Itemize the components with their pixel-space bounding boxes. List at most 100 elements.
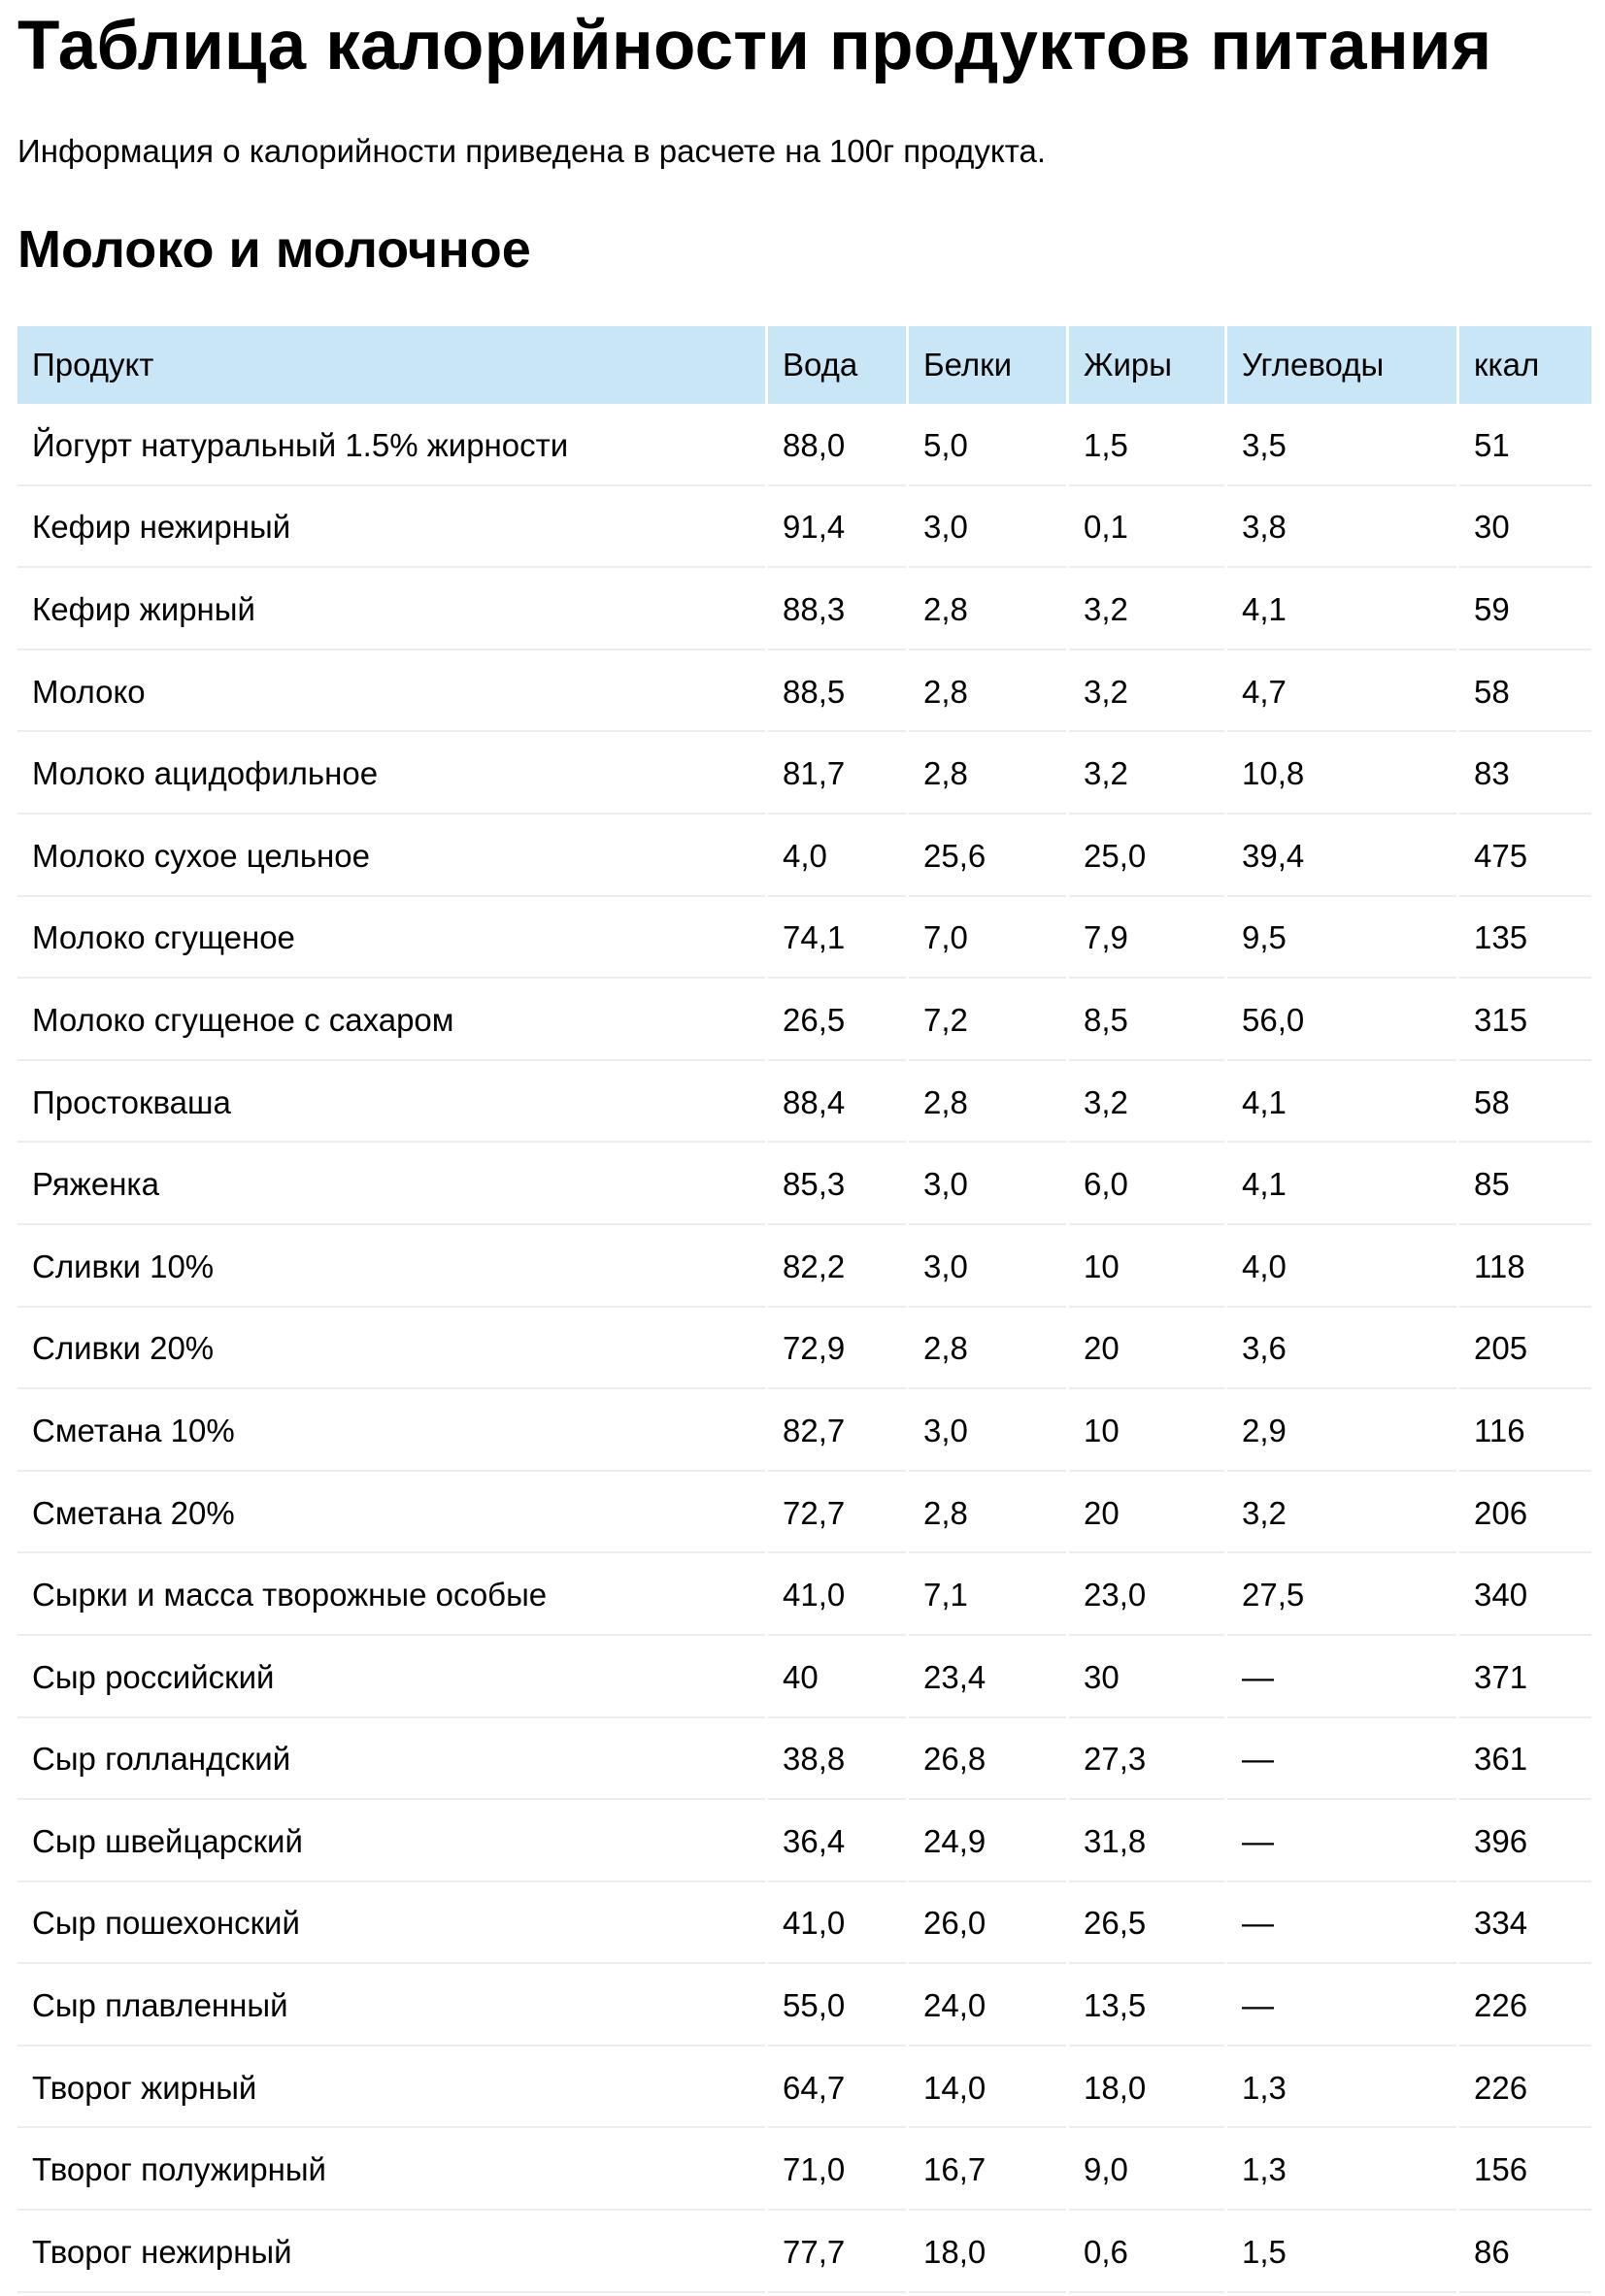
- cell-product: Творог жирный: [17, 2048, 765, 2129]
- cell-kcal: 334: [1459, 1884, 1591, 1965]
- cell-kcal: 361: [1459, 1720, 1591, 1801]
- cell-product: Творог полужирный: [17, 2131, 765, 2212]
- cell-protein: 7,0: [909, 899, 1066, 980]
- cell-fat: 27,3: [1069, 1720, 1224, 1801]
- cell-water: 82,7: [768, 1392, 906, 1472]
- table-row: Йогурт натуральный 1.5% жирности 88,0 5,0 1…: [17, 407, 1591, 486]
- cell-protein: 16,7: [909, 2131, 1066, 2212]
- cell-product: Молоко сгущеное: [17, 899, 765, 980]
- cell-fat: 26,5: [1069, 1884, 1224, 1965]
- cell-protein: 2,8: [909, 571, 1066, 650]
- cell-product: Кефир нежирный: [17, 488, 765, 569]
- cell-kcal: 396: [1459, 1803, 1591, 1882]
- cell-water: 88,5: [768, 652, 906, 733]
- cell-fat: 3,2: [1069, 652, 1224, 733]
- intro-text: Информация о калорийности приведена в ра…: [17, 133, 1046, 169]
- cell-fat: 13,5: [1069, 1967, 1224, 2046]
- cell-product: Простокваша: [17, 1063, 765, 1144]
- cell-product: Сливки 10%: [17, 1227, 765, 1308]
- cell-carbs: —: [1227, 1720, 1456, 1801]
- cell-product: Сметана 20%: [17, 1474, 765, 1554]
- cell-carbs: —: [1227, 1803, 1456, 1882]
- cell-water: 72,9: [768, 1310, 906, 1390]
- cell-carbs: 4,1: [1227, 1146, 1456, 1225]
- cell-protein: 3,0: [909, 1227, 1066, 1308]
- cell-water: 64,7: [768, 2048, 906, 2129]
- table-row: Молоко сухое цельное 4,0 25,6 25,0 39,4 475: [17, 816, 1591, 897]
- cell-water: 41,0: [768, 1884, 906, 1965]
- cell-product: Молоко сухое цельное: [17, 816, 765, 897]
- cell-kcal: 58: [1459, 652, 1591, 733]
- cell-carbs: 1,3: [1227, 2131, 1456, 2212]
- cell-kcal: 226: [1459, 2048, 1591, 2129]
- cell-product: Сметана 10%: [17, 1392, 765, 1472]
- cell-water: 55,0: [768, 1967, 906, 2046]
- cell-product: Сыр голландский: [17, 1720, 765, 1801]
- cell-kcal: 135: [1459, 899, 1591, 980]
- cell-carbs: 4,1: [1227, 1063, 1456, 1144]
- cell-protein: 2,8: [909, 1474, 1066, 1554]
- table-row: Кефир жирный 88,3 2,8 3,2 4,1 59: [17, 571, 1591, 650]
- cell-product: Сыр швейцарский: [17, 1803, 765, 1882]
- table-row: Сырки и масса творожные особые 41,0 7,1 23,…: [17, 1556, 1591, 1636]
- cell-protein: 5,0: [909, 407, 1066, 486]
- cell-water: 72,7: [768, 1474, 906, 1554]
- section-title: Молоко и молочное: [17, 220, 531, 279]
- cell-kcal: 205: [1459, 1310, 1591, 1390]
- cell-water: 88,4: [768, 1063, 906, 1144]
- cell-protein: 26,0: [909, 1884, 1066, 1965]
- cell-fat: 3,2: [1069, 735, 1224, 815]
- cell-carbs: 9,5: [1227, 899, 1456, 980]
- cell-water: 88,0: [768, 407, 906, 486]
- cell-water: 77,7: [768, 2213, 906, 2293]
- cell-protein: 25,6: [909, 816, 1066, 897]
- cell-protein: 2,8: [909, 735, 1066, 815]
- cell-fat: 10: [1069, 1392, 1224, 1472]
- cell-kcal: 206: [1459, 1474, 1591, 1554]
- cell-water: 41,0: [768, 1556, 906, 1636]
- cell-carbs: 39,4: [1227, 816, 1456, 897]
- cell-water: 4,0: [768, 816, 906, 897]
- cell-fat: 3,2: [1069, 571, 1224, 650]
- cell-fat: 9,0: [1069, 2131, 1224, 2212]
- cell-product: Ряженка: [17, 1146, 765, 1225]
- cell-fat: 23,0: [1069, 1556, 1224, 1636]
- cell-product: Молоко: [17, 652, 765, 733]
- cell-kcal: 340: [1459, 1556, 1591, 1636]
- table-row: Сливки 20% 72,9 2,8 20 3,6 205: [17, 1310, 1591, 1390]
- column-header-product: Продукт: [17, 326, 765, 404]
- table-row: Сливки 10% 82,2 3,0 10 4,0 118: [17, 1227, 1591, 1308]
- column-header-kcal: ккал: [1459, 326, 1591, 404]
- cell-protein: 14,0: [909, 2048, 1066, 2129]
- cell-water: 85,3: [768, 1146, 906, 1225]
- cell-product: Йогурт натуральный 1.5% жирности: [17, 407, 765, 486]
- cell-carbs: —: [1227, 1884, 1456, 1965]
- cell-water: 91,4: [768, 488, 906, 569]
- cell-kcal: 226: [1459, 1967, 1591, 2046]
- cell-water: 81,7: [768, 735, 906, 815]
- cell-product: Сырки и масса творожные особые: [17, 1556, 765, 1636]
- table-row: Творог жирный 64,7 14,0 18,0 1,3 226: [17, 2048, 1591, 2129]
- cell-carbs: 3,5: [1227, 407, 1456, 486]
- cell-protein: 7,1: [909, 1556, 1066, 1636]
- cell-protein: 24,0: [909, 1967, 1066, 2046]
- cell-kcal: 58: [1459, 1063, 1591, 1144]
- cell-protein: 3,0: [909, 1392, 1066, 1472]
- table-row: Сыр плавленный 55,0 24,0 13,5—226: [17, 1967, 1591, 2046]
- cell-water: 26,5: [768, 982, 906, 1061]
- table-row: Кефир нежирный 91,4 3,0 0,1 3,8 30: [17, 488, 1591, 569]
- cell-carbs: 56,0: [1227, 982, 1456, 1061]
- cell-kcal: 86: [1459, 2213, 1591, 2293]
- cell-water: 74,1: [768, 899, 906, 980]
- cell-kcal: 371: [1459, 1638, 1591, 1718]
- cell-kcal: 30: [1459, 488, 1591, 569]
- cell-carbs: 1,3: [1227, 2048, 1456, 2129]
- column-header-fat: Жиры: [1069, 326, 1224, 404]
- cell-fat: 7,9: [1069, 899, 1224, 980]
- cell-water: 38,8: [768, 1720, 906, 1801]
- cell-carbs: 27,5: [1227, 1556, 1456, 1636]
- cell-kcal: 59: [1459, 571, 1591, 650]
- cell-water: 36,4: [768, 1803, 906, 1882]
- cell-fat: 10: [1069, 1227, 1224, 1308]
